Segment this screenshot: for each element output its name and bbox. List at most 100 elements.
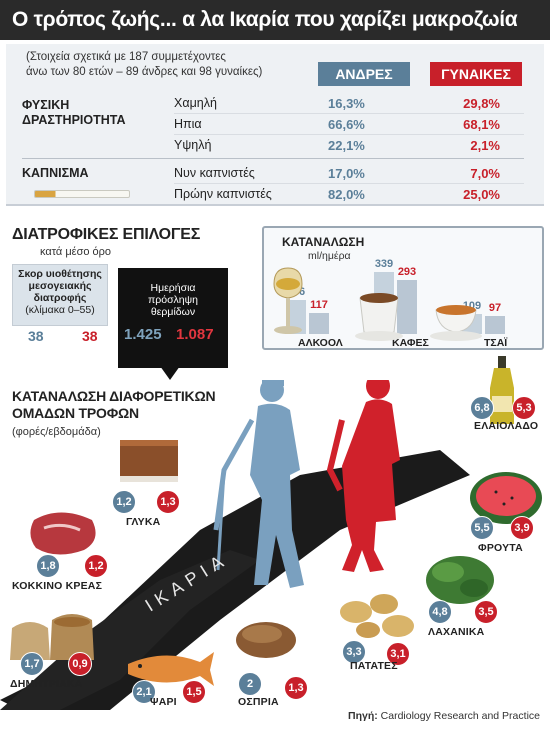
- activity-label-line-2: ΔΡΑΣΤΗΡΙΟΤΗΤΑ: [22, 113, 126, 127]
- diet-score-title-line: (κλίμακα 0–55): [25, 304, 95, 316]
- consumption-value-women: 117: [310, 298, 328, 311]
- consumption-unit: ml/ημέρα: [308, 250, 351, 262]
- consumption-value-women: 97: [488, 302, 502, 315]
- calories-title-line: θερμίδων: [150, 306, 196, 318]
- activity-row-men: 16,3%: [328, 96, 365, 111]
- food-label-sweets: ΓΛΥΚΑ: [126, 516, 161, 528]
- food-value-men-fruit: 5,5: [470, 516, 494, 540]
- woman-silhouette: [326, 380, 400, 572]
- man-with-cane-silhouette: [213, 380, 304, 588]
- diet-score-title-line: Σκορ υιοθέτησης: [18, 268, 102, 280]
- food-value-women-grains: 0,9: [68, 652, 92, 676]
- food-label-grains: ΔΗΜΗΤΡΙΑΚΑ: [10, 678, 83, 690]
- page-title: Ο τρόπος ζωής... α λα Ικαρία που χαρίζει…: [0, 0, 550, 40]
- sample-note-line-1: (Στοιχεία σχετικά με 187 συμμετέχοντες: [26, 51, 226, 63]
- activity-row-men: 66,6%: [328, 117, 365, 132]
- diet-score-women: 38: [82, 328, 98, 344]
- food-value-men-sweets: 1,2: [112, 490, 136, 514]
- sample-note-line-2: άνω των 80 ετών – 89 άνδρες και 98 γυναί…: [26, 66, 263, 78]
- men-header: ΑΝΔΡΕΣ: [318, 62, 410, 86]
- activity-row-men: 22,1%: [328, 138, 365, 153]
- tea-cup-icon: [430, 305, 482, 341]
- food-value-men-legumes: 2: [238, 672, 262, 696]
- calories-title-line: πρόσληψη: [148, 294, 198, 306]
- diet-score-box: [12, 264, 108, 326]
- calories-title: Ημερήσια πρόσληψη θερμίδων: [122, 282, 224, 318]
- smoking-row-men: 17,0%: [328, 166, 365, 181]
- sample-note: (Στοιχεία σχετικά με 187 συμμετέχοντες ά…: [26, 50, 262, 80]
- food-value-women-fish: 1,5: [182, 680, 206, 704]
- food-value-men-olive-oil: 6,8: [470, 396, 494, 420]
- consumption-title: ΚΑΤΑΝΑΛΩΣΗ: [282, 235, 365, 249]
- foods-subtitle: (φορές/εβδομάδα): [12, 426, 101, 438]
- food-label-red-meat: ΚΟΚΚΙΝΟ ΚΡΕΑΣ: [12, 580, 103, 592]
- food-value-women-fruit: 3,9: [510, 516, 534, 540]
- food-value-men-fish: 2,1: [132, 680, 156, 704]
- food-value-women-potatoes: 3,1: [386, 642, 410, 666]
- smoking-row-women: 7,0%: [470, 166, 500, 181]
- diet-score-title-line: μεσογειακής: [28, 280, 92, 292]
- food-value-women-red-meat: 1,2: [84, 554, 108, 578]
- food-label-fruit: ΦΡΟΥΤΑ: [478, 542, 523, 554]
- food-label-vegetables: ΛΑΧΑΝΙΚΑ: [428, 626, 485, 638]
- food-label-potatoes: ΠΑΤΑΤΕΣ: [350, 660, 398, 672]
- food-label-legumes: ΟΣΠΡΙΑ: [238, 696, 279, 708]
- coffee-cup-icon: [355, 293, 403, 341]
- consumption-value-women: 293: [397, 266, 417, 279]
- ikaria-road-illustration: ΙΚΑΡΙΑ: [0, 380, 470, 710]
- activity-row-label: Ηπια: [174, 117, 202, 131]
- foods-title-line: ΚΑΤΑΝΑΛΩΣΗ ΔΙΑΦΟΡΕΤΙΚΩΝ: [12, 388, 216, 404]
- diet-subtitle: κατά μέσο όρο: [40, 246, 112, 258]
- source-note: Πηγή: Cardiology Research and Practice: [348, 710, 540, 722]
- activity-row-label: Υψηλή: [174, 138, 212, 152]
- calories-women: 1.087: [176, 326, 214, 343]
- drink-illustrations: [273, 267, 482, 341]
- women-header: ΓΥΝΑΙΚΕΣ: [430, 62, 522, 86]
- calories-title-line: Ημερήσια: [150, 282, 196, 294]
- row-divider: [174, 183, 524, 184]
- activity-row-women: 29,8%: [463, 96, 500, 111]
- smoking-row-label: Νυν καπνιστές: [174, 166, 255, 180]
- diet-score-title-line: διατροφής: [33, 292, 87, 304]
- drink-label: ΑΛΚΟΟΛ: [298, 337, 343, 349]
- consumption-bar-women: [397, 280, 417, 334]
- food-value-women-sweets: 1,3: [156, 490, 180, 514]
- row-divider: [174, 134, 524, 135]
- food-value-men-red-meat: 1,8: [36, 554, 60, 578]
- consumption-bar-men: [286, 299, 306, 334]
- calories-box: [118, 268, 228, 368]
- diet-score-title: Σκορ υιοθέτησης μεσογειακής διατροφής (κ…: [14, 268, 106, 316]
- activity-label: ΦΥΣΙΚΗ ΔΡΑΣΤΗΡΙΟΤΗΤΑ: [22, 98, 126, 128]
- food-value-men-potatoes: 3,3: [342, 640, 366, 664]
- consumption-bar-women: [485, 316, 505, 334]
- foods-title-line: ΟΜΑΔΩΝ ΤΡΟΦΩΝ: [12, 405, 139, 421]
- activity-row-women: 2,1%: [470, 138, 500, 153]
- food-label-olive-oil: ΕΛΑΙΟΛΑΔΟ: [474, 420, 539, 432]
- smoking-row-men: 82,0%: [328, 187, 365, 202]
- row-divider: [174, 113, 524, 114]
- food-value-women-olive-oil: 5,3: [512, 396, 536, 420]
- food-value-women-legumes: 1,3: [284, 676, 308, 700]
- calories-box-pointer: [160, 366, 180, 380]
- food-value-men-grains: 1,7: [20, 652, 44, 676]
- alcohol-glass-icon: [273, 267, 303, 334]
- consumption-value-men: 339: [374, 257, 394, 270]
- smoking-row-label: Πρώην καπνιστές: [174, 187, 272, 201]
- food-value-women-vegetables: 3,5: [474, 600, 498, 624]
- food-value-men-vegetables: 4,8: [428, 600, 452, 624]
- calories-men: 1.425: [124, 326, 162, 343]
- diet-title: ΔΙΑΤΡΟΦΙΚΕΣ ΕΠΙΛΟΓΕΣ: [12, 226, 201, 243]
- smoking-label: ΚΑΠΝΙΣΜΑ: [22, 166, 89, 180]
- drink-label: ΤΣΑΪ: [484, 337, 508, 349]
- activity-row-women: 68,1%: [463, 117, 500, 132]
- food-label-fish: ΨΑΡΙ: [150, 696, 177, 708]
- activity-row-label: Χαμηλή: [174, 96, 217, 110]
- group-divider: [22, 158, 524, 159]
- source-label: Πηγή:: [347, 710, 378, 722]
- source-value: Cardiology Research and Practice: [380, 710, 540, 722]
- drink-label: ΚΑΦΕΣ: [392, 337, 429, 349]
- foods-title: ΚΑΤΑΝΑΛΩΣΗ ΔΙΑΦΟΡΕΤΙΚΩΝ ΟΜΑΔΩΝ ΤΡΟΦΩΝ: [12, 388, 216, 422]
- activity-label-line-1: ΦΥΣΙΚΗ: [22, 98, 70, 112]
- diet-score-men: 38: [28, 328, 44, 344]
